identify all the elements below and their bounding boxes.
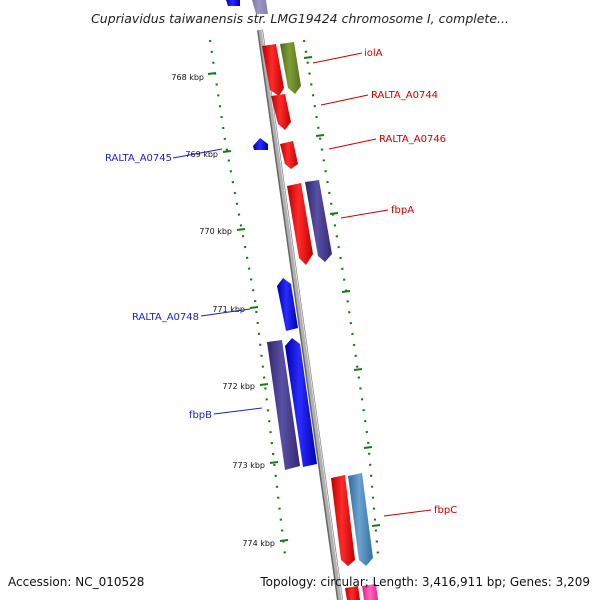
ruler-outer-arc	[302, 39, 380, 556]
gene-top-partial[interactable]	[226, 0, 268, 14]
ruler-tick	[236, 228, 246, 231]
ruler-tick	[259, 383, 269, 386]
ruler-label: 772 kbp	[222, 382, 255, 391]
ruler-tick	[303, 56, 313, 59]
gene-fbpB-partner[interactable]	[285, 338, 317, 467]
gene-fbpB[interactable]	[267, 340, 300, 470]
gene-iolA-partner[interactable]	[280, 42, 301, 94]
summary-text: Topology: circular; Length: 3,416,911 bp…	[259, 575, 590, 589]
label-leaders	[172, 52, 432, 517]
gene-label[interactable]: fbpA	[391, 205, 414, 216]
gene-RALTA_A0746[interactable]	[280, 141, 298, 169]
ruler-tick	[249, 306, 259, 309]
gene-label[interactable]: fbpB	[189, 410, 212, 421]
gene-iolA[interactable]	[262, 44, 284, 96]
gene-RALTA_A0748[interactable]	[277, 278, 298, 331]
ruler-label: 770 kbp	[199, 227, 232, 236]
ruler-tick	[222, 150, 232, 153]
ruler-label: 774 kbp	[242, 539, 275, 548]
ruler: 768 kbp 769 kbp 770 kbp 771 kbp 772 kbp …	[171, 39, 381, 556]
gene-RALTA_A0744[interactable]	[271, 94, 291, 130]
ruler-tick	[315, 134, 325, 137]
backbone	[257, 29, 343, 600]
ruler-tick	[279, 539, 289, 542]
ruler-tick	[363, 446, 373, 449]
gene-label[interactable]: RALTA_A0746	[379, 134, 446, 145]
ruler-label: 769 kbp	[185, 150, 218, 159]
ruler-tick	[341, 290, 351, 293]
gene-fbpA[interactable]	[287, 183, 313, 265]
gene-label[interactable]: fbpC	[434, 505, 457, 516]
gene-fbpC-partner[interactable]	[348, 473, 373, 566]
ruler-label: 768 kbp	[171, 73, 204, 82]
ruler-tick	[207, 72, 217, 75]
gene-fbpC[interactable]	[331, 475, 355, 566]
gene-label[interactable]: RALTA_A0748	[132, 312, 199, 323]
gene-label[interactable]: iolA	[364, 48, 383, 59]
ruler-tick	[329, 212, 339, 215]
gene-RALTA_A0745[interactable]	[253, 138, 268, 150]
ruler-label: 773 kbp	[232, 461, 265, 470]
ruler-label: 771 kbp	[212, 305, 245, 314]
gene-label[interactable]: RALTA_A0745	[105, 153, 172, 164]
gene-label[interactable]: RALTA_A0744	[371, 90, 438, 101]
map-title: Cupriavidus taiwanensis str. LMG19424 ch…	[91, 11, 509, 26]
gene-fbpA-partner[interactable]	[305, 180, 332, 262]
accession-text: Accession: NC_010528	[8, 575, 144, 589]
ruler-tick	[371, 524, 381, 527]
gene-bottom-partial[interactable]	[345, 584, 378, 600]
ruler-tick	[269, 461, 279, 464]
ruler-tick	[353, 368, 363, 371]
